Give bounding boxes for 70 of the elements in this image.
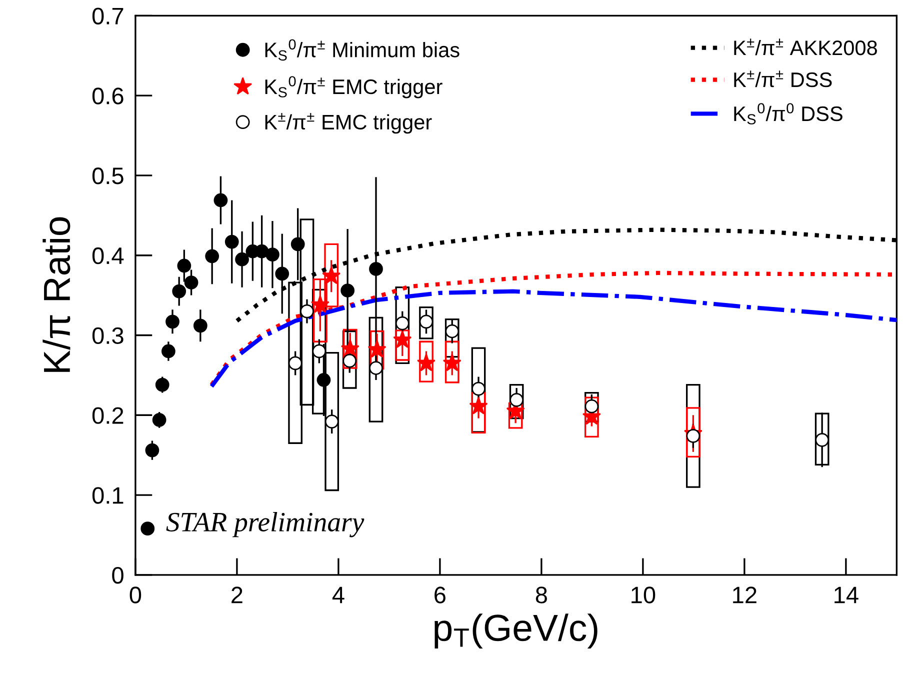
bar xyxy=(509,384,524,420)
point xyxy=(369,262,383,276)
x-tick-label: 8 xyxy=(536,586,547,604)
x-tick-label: 6 xyxy=(434,586,446,604)
point xyxy=(368,340,386,358)
line-series xyxy=(209,289,897,388)
bar xyxy=(686,407,700,458)
x-tick-label: 14 xyxy=(834,586,858,604)
point xyxy=(340,284,355,298)
x-tick-label: 12 xyxy=(733,586,756,604)
point xyxy=(214,193,228,208)
bar xyxy=(342,328,358,369)
point xyxy=(416,353,436,372)
x-tick-label: 10 xyxy=(632,586,656,604)
bar xyxy=(508,402,523,429)
y-tick-label: 0 xyxy=(112,566,124,584)
y-tick-label: 0.2 xyxy=(92,407,124,424)
point xyxy=(155,378,170,392)
annotation: STAR preliminary xyxy=(166,512,364,538)
point xyxy=(310,295,330,313)
y-tick-label: 0.5 xyxy=(92,168,124,184)
point xyxy=(145,443,160,458)
point xyxy=(235,252,249,266)
point xyxy=(224,234,239,249)
point xyxy=(140,522,155,536)
y-tick-label: 0.6 xyxy=(92,88,124,104)
legend-label: K$^{±}$/π$^{±}$ DSS xyxy=(734,70,832,88)
point xyxy=(369,361,383,375)
x-tick-label: 4 xyxy=(332,586,344,604)
point xyxy=(290,237,305,252)
point xyxy=(316,373,331,387)
bar xyxy=(444,340,460,384)
y-tick-label: 0.7 xyxy=(92,8,124,24)
point xyxy=(177,258,192,273)
point xyxy=(469,396,488,414)
point xyxy=(322,266,341,284)
bar xyxy=(814,412,830,466)
bar xyxy=(419,340,434,382)
point xyxy=(184,276,198,290)
y-tick-label: 0.1 xyxy=(92,487,124,504)
bar xyxy=(395,330,410,361)
bar xyxy=(471,392,486,434)
point xyxy=(193,318,208,333)
point xyxy=(442,353,462,372)
legend-label: K$_{S}$$^{0}$/π$^{±}$ Minimum bias xyxy=(265,39,460,61)
legend-label: K$_{S}$$^{0}$/π$^{±}$ EMC trigger xyxy=(265,76,442,98)
point xyxy=(205,249,220,264)
bar xyxy=(419,306,434,340)
legend-label: K$_{S}$$^{0}$/π$^{0}$ DSS xyxy=(734,103,842,124)
point xyxy=(584,399,599,414)
point xyxy=(340,339,360,357)
point xyxy=(152,412,166,427)
point xyxy=(300,304,314,318)
bar xyxy=(584,396,599,438)
point xyxy=(393,330,412,348)
bar xyxy=(370,330,384,370)
point xyxy=(342,354,357,368)
point xyxy=(166,314,180,329)
y-tick-label: 0.4 xyxy=(92,247,124,264)
legend-label: K$^{±}$/π$^{±}$ EMC trigger xyxy=(265,112,432,134)
y-axis-title: K/π Ratio xyxy=(42,217,70,372)
y-tick-label: 0.3 xyxy=(92,327,124,344)
x-axis-title: p$_{T}$(GeV/c) xyxy=(434,614,598,649)
point xyxy=(161,344,176,358)
legend-label: K$^{±}$/π$^{±}$ AKK2008 xyxy=(734,38,877,56)
x-tick-label: 2 xyxy=(232,586,242,604)
point xyxy=(266,248,280,262)
point xyxy=(275,266,290,281)
x-tick-label: 0 xyxy=(130,586,142,604)
point xyxy=(172,284,186,298)
